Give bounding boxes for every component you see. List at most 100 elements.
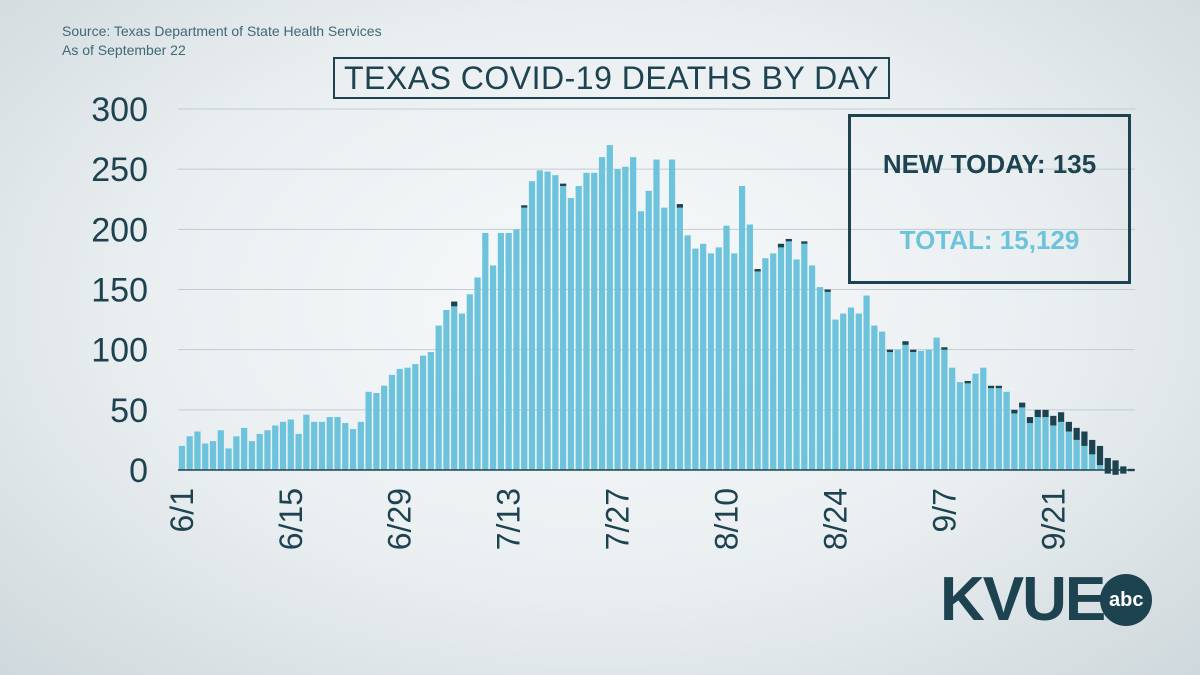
bar — [692, 248, 699, 470]
bar — [303, 414, 310, 470]
bar-new-reports — [1026, 417, 1034, 424]
bar — [202, 443, 209, 470]
bar — [855, 313, 862, 470]
bar — [1003, 391, 1010, 470]
bar — [653, 159, 660, 471]
bar — [785, 241, 792, 470]
bar — [1011, 413, 1018, 470]
bar — [225, 448, 232, 470]
bar — [209, 441, 217, 470]
bar-new-reports — [451, 301, 458, 307]
bar — [396, 368, 403, 470]
bar — [521, 207, 528, 471]
y-tick-label: 0 — [129, 452, 148, 490]
bar-new-reports — [1057, 412, 1065, 422]
bar — [567, 198, 575, 471]
bar — [637, 211, 645, 470]
bar — [700, 243, 707, 470]
bar — [287, 419, 294, 470]
bar-new-reports — [987, 385, 995, 389]
bar — [575, 186, 582, 470]
bar-new-reports — [995, 385, 1002, 389]
bar — [684, 235, 691, 470]
bar — [793, 259, 800, 470]
bar — [1042, 417, 1049, 470]
bar — [598, 157, 606, 470]
bar — [233, 436, 240, 470]
bar — [777, 247, 785, 470]
bar — [886, 352, 894, 470]
bar — [217, 430, 224, 470]
bar-new-reports — [1089, 439, 1096, 455]
bar — [326, 417, 333, 470]
bar — [536, 170, 543, 470]
bar — [248, 441, 256, 470]
bar-new-reports — [1096, 445, 1104, 466]
bar — [552, 175, 559, 470]
stats-callout: NEW TODAY: 135 TOTAL: 15,129 — [848, 114, 1131, 284]
bar — [381, 385, 388, 470]
bar — [544, 171, 551, 470]
bar-new-reports — [910, 349, 917, 353]
bar — [1096, 465, 1104, 470]
bar — [528, 181, 536, 470]
bar — [824, 291, 831, 470]
bar — [754, 271, 761, 470]
bar — [902, 344, 909, 470]
bar-new-reports — [1073, 427, 1080, 440]
y-tick-label: 200 — [91, 211, 148, 249]
bar — [910, 352, 917, 470]
bar — [645, 190, 652, 470]
bar — [583, 172, 590, 470]
bar — [404, 367, 411, 470]
bar — [933, 337, 940, 470]
bar — [987, 388, 995, 470]
bar — [451, 306, 458, 470]
bar — [1089, 454, 1096, 470]
bar — [715, 247, 722, 470]
y-tick-label: 150 — [91, 272, 148, 310]
bar — [365, 391, 372, 470]
bar-new-reports — [1042, 409, 1049, 418]
bar-new-reports — [1011, 409, 1018, 414]
bar — [816, 287, 823, 470]
bar — [630, 157, 637, 470]
bar — [995, 388, 1002, 470]
bar — [847, 307, 855, 470]
bar — [342, 423, 349, 470]
bar — [614, 169, 621, 471]
bar — [318, 421, 326, 470]
bar-new-reports — [676, 204, 683, 208]
new-today-text: NEW TODAY: 135 — [882, 149, 1097, 179]
bar — [357, 421, 364, 470]
bar — [879, 331, 886, 470]
x-tick-label: 8/10 — [709, 488, 745, 550]
bar — [178, 445, 185, 470]
bar — [707, 253, 715, 470]
bar — [832, 319, 839, 470]
bar — [1019, 407, 1026, 470]
asof-line: As of September 22 — [62, 42, 186, 58]
y-tick-label: 50 — [110, 392, 148, 430]
x-tick-label: 7/13 — [491, 488, 527, 550]
bar-new-reports — [1081, 431, 1088, 446]
bar-new-reports — [964, 380, 971, 384]
x-tick-label: 9/21 — [1035, 488, 1071, 550]
bar-new-reports — [1050, 415, 1057, 426]
bar-new-reports — [824, 289, 831, 292]
bar-new-reports — [785, 238, 792, 242]
bar — [972, 373, 979, 470]
bar — [676, 207, 683, 471]
bar — [490, 265, 497, 470]
bar — [762, 258, 769, 470]
y-tick-label: 300 — [91, 91, 148, 129]
bar-new-reports — [886, 349, 894, 353]
bar — [863, 295, 870, 470]
bar — [668, 159, 676, 471]
bar — [1057, 421, 1065, 470]
bar — [560, 186, 567, 470]
bar-new-reports — [902, 341, 909, 345]
bar-new-reports — [1034, 409, 1041, 418]
bar — [1026, 423, 1034, 470]
